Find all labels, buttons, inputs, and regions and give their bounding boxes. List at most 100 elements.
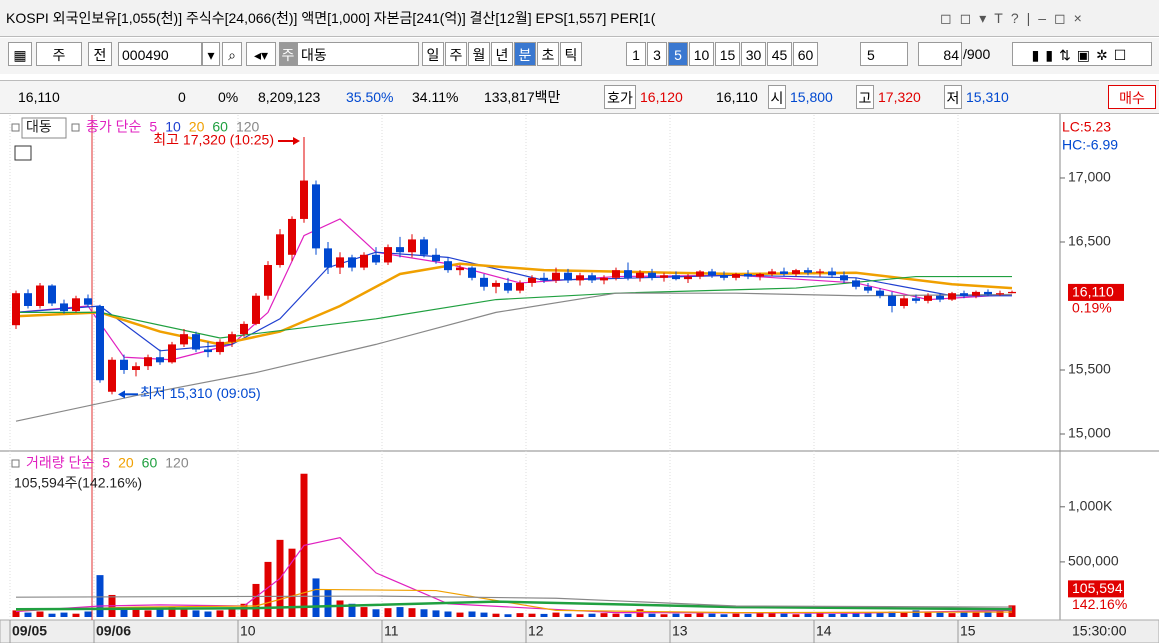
chart-background (0, 112, 1159, 643)
x-axis-band (0, 619, 1159, 643)
x-end-label: 15:30:00 (1072, 623, 1127, 639)
volume-bar (828, 613, 836, 617)
volume-bar (1008, 605, 1016, 617)
low-label: 저 (944, 85, 962, 109)
period-button[interactable]: 년 (491, 42, 513, 66)
candle-body (636, 272, 644, 278)
minute-button[interactable]: 1 (626, 42, 646, 66)
volume-bar (288, 548, 296, 617)
volume-bar (768, 613, 776, 617)
scope-button[interactable]: 전 (88, 42, 112, 66)
last-value-label: 105,594 (1072, 580, 1123, 596)
candle-body (696, 271, 704, 277)
search-button[interactable]: ⌕ (222, 42, 242, 66)
volume-bar (840, 613, 848, 617)
stock-info: KOSPI 외국인보유[1,055(천)] 주식수[24,066(천)] 액면[… (6, 10, 656, 26)
legend-entry: 60 (212, 119, 228, 135)
volume-bar (96, 575, 104, 617)
candle-body (132, 366, 140, 370)
period-button[interactable]: 월 (468, 42, 490, 66)
tool-icons[interactable]: ▮▮⇅▣✲☐ (1012, 42, 1152, 66)
candle-body (576, 275, 584, 281)
name-input[interactable]: 대동 (297, 42, 419, 66)
market-select[interactable]: 주 (36, 42, 82, 66)
candle-body (12, 293, 20, 326)
candle-body (192, 334, 200, 350)
open: 15,800 (790, 89, 833, 105)
volume-bar (576, 614, 584, 617)
x-tick-label: 11 (384, 623, 399, 639)
volume-bar (120, 607, 128, 617)
candle-body (816, 271, 824, 273)
minute-button[interactable]: 60 (793, 42, 818, 66)
period-button[interactable]: 틱 (560, 42, 582, 66)
y-tick-label: 15,000 (1068, 425, 1111, 441)
volume-bar (672, 613, 680, 617)
minute-button[interactable]: 5 (668, 42, 688, 66)
volume-bar (264, 561, 272, 617)
period-button[interactable]: 초 (537, 42, 559, 66)
volume-bar (240, 603, 248, 617)
period-button[interactable]: 주 (445, 42, 467, 66)
high-arrowhead (293, 137, 300, 146)
volume-bar (684, 613, 692, 617)
volume-bar (708, 613, 716, 617)
minute-button[interactable]: 3 (647, 42, 667, 66)
ma-line (15, 600, 1013, 611)
buy-button[interactable]: 매수 (1108, 85, 1156, 109)
candle-body (96, 305, 104, 381)
volume-bar (648, 613, 656, 617)
candle-body (552, 272, 560, 281)
hc-label: HC:-6.99 (1062, 137, 1118, 153)
volume-bar (72, 613, 80, 617)
candle-body (948, 293, 956, 300)
minute-button[interactable]: 15 (715, 42, 740, 66)
code-dropdown[interactable]: ▾ (202, 42, 220, 66)
volume-bar (756, 612, 764, 617)
volume-bar (588, 613, 596, 617)
minute-button[interactable]: 45 (767, 42, 792, 66)
period-button[interactable]: 일 (422, 42, 444, 66)
candle-body (912, 298, 920, 301)
candle-body (852, 280, 860, 287)
volume-bar (132, 609, 140, 617)
volume-bar (936, 612, 944, 617)
change: 0 (178, 89, 186, 105)
volume-bar (252, 583, 260, 617)
window-controls[interactable]: ◻◻▾T?|–◻× (940, 6, 1159, 30)
volume-bar (180, 609, 188, 617)
legend-box (11, 123, 20, 132)
candle-body (432, 254, 440, 262)
volume-bar (228, 608, 236, 617)
last-rate: 142.16% (1072, 596, 1127, 612)
legend-entry: 20 (189, 119, 205, 135)
volume-bar (972, 612, 980, 617)
candle-body (168, 344, 176, 363)
count-select[interactable]: 5 (860, 42, 908, 66)
volume-bar (36, 611, 44, 617)
volume-bar (960, 612, 968, 617)
menu-icon[interactable]: ▦ (8, 42, 32, 66)
code-input[interactable]: 000490 (118, 42, 202, 66)
volume-bar (612, 613, 620, 617)
minute-button[interactable]: 10 (689, 42, 714, 66)
minute-button[interactable]: 30 (741, 42, 766, 66)
volume-bar (852, 612, 860, 617)
volume-bar (516, 613, 524, 617)
candle-body (456, 267, 464, 271)
ma-line (15, 595, 1013, 608)
high-note: 최고 17,320 (10:25) (153, 132, 274, 148)
candle-body (336, 257, 344, 268)
table-icon (14, 145, 32, 161)
count-input[interactable]: 84 (918, 42, 962, 66)
period-button[interactable]: 분 (514, 42, 536, 66)
legend-entry: 5 (149, 119, 157, 135)
low-note: 최저 15,310 (09:05) (140, 385, 261, 401)
candle-body (384, 247, 392, 263)
sound-button[interactable]: ◂▾ (246, 42, 276, 66)
candle-body (672, 275, 680, 280)
candle-body (876, 290, 884, 296)
candle-body (648, 272, 656, 278)
